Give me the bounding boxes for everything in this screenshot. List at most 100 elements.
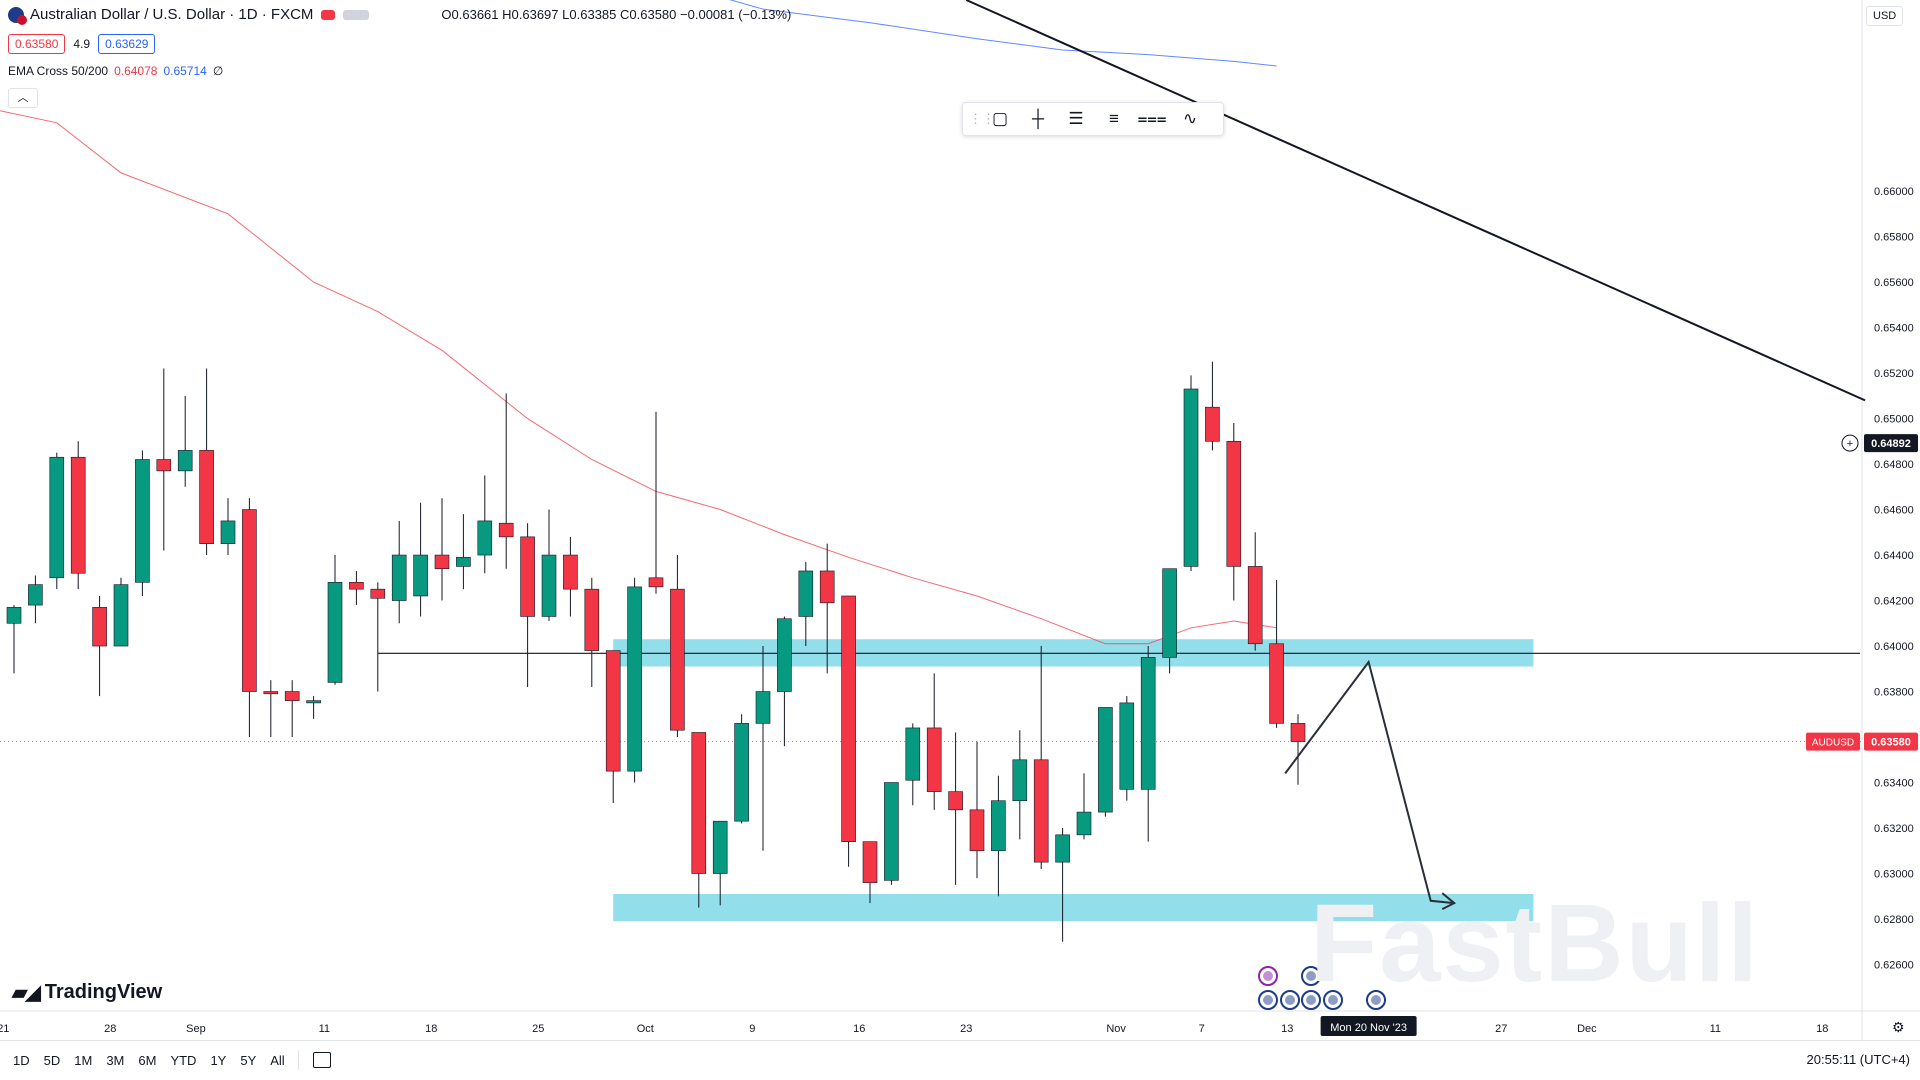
- range-1y[interactable]: 1Y: [210, 1052, 227, 1068]
- candle-body[interactable]: [563, 554, 578, 590]
- price-tick-label: 0.65200: [1874, 368, 1914, 380]
- candle-body[interactable]: [605, 650, 621, 772]
- ema-fast-line[interactable]: [0, 100, 1277, 645]
- candle-body[interactable]: [284, 691, 300, 701]
- candle-body[interactable]: [969, 809, 985, 852]
- candle-body[interactable]: [6, 607, 22, 624]
- candle-body[interactable]: [220, 520, 236, 544]
- calendar-icon[interactable]: [312, 1052, 331, 1068]
- candle-body[interactable]: [734, 723, 749, 822]
- candle-body[interactable]: [391, 554, 407, 601]
- candle-body[interactable]: [648, 577, 664, 588]
- candle-body[interactable]: [477, 520, 493, 556]
- candle-body[interactable]: [1247, 566, 1263, 645]
- range-3m[interactable]: 3M: [106, 1052, 125, 1068]
- candle-body[interactable]: [434, 554, 450, 569]
- candle-body[interactable]: [1140, 657, 1156, 790]
- range-5y[interactable]: 5Y: [240, 1052, 257, 1068]
- candle-body[interactable]: [991, 800, 1006, 852]
- candle-body[interactable]: [349, 582, 364, 590]
- drag-handle-icon[interactable]: ⋮⋮: [969, 111, 995, 126]
- indicator-tags-icon: [343, 9, 370, 20]
- time-tick-label: Dec: [1577, 1023, 1597, 1035]
- candle-body[interactable]: [584, 588, 600, 651]
- candle-body[interactable]: [113, 584, 129, 647]
- range-6m[interactable]: 6M: [138, 1052, 157, 1068]
- clock-time[interactable]: 20:55:11 (UTC+4): [1806, 1052, 1910, 1067]
- horizontal-lines-icon[interactable]: ☰: [1068, 109, 1084, 128]
- path-icon[interactable]: ∿: [1182, 109, 1198, 128]
- candle-body[interactable]: [70, 456, 86, 574]
- candle-body[interactable]: [905, 727, 921, 781]
- candle-body[interactable]: [263, 691, 279, 695]
- candle-body[interactable]: [1290, 723, 1306, 742]
- candle-body[interactable]: [135, 459, 150, 583]
- candle-body[interactable]: [370, 588, 386, 599]
- candle-body[interactable]: [413, 554, 428, 597]
- range-5d[interactable]: 5D: [43, 1052, 61, 1068]
- candle-body[interactable]: [819, 570, 835, 604]
- add-alert-icon[interactable]: [1841, 434, 1859, 452]
- fib-retracement-icon[interactable]: ≡: [1109, 109, 1119, 128]
- candle-body[interactable]: [884, 782, 899, 881]
- candle-body[interactable]: [541, 554, 557, 617]
- candle-body[interactable]: [1226, 441, 1242, 567]
- projection-path[interactable]: [1284, 659, 1455, 905]
- candle-body[interactable]: [92, 607, 107, 647]
- candle-body[interactable]: [862, 841, 878, 883]
- range-ytd[interactable]: YTD: [170, 1052, 197, 1068]
- rectangle-icon[interactable]: ▢: [991, 109, 1009, 128]
- candle-body[interactable]: [498, 522, 514, 538]
- candle-body[interactable]: [1119, 702, 1135, 790]
- candle-body[interactable]: [49, 456, 65, 579]
- candle-body[interactable]: [1183, 388, 1199, 567]
- symbol-legend: Australian Dollar / U.S. Dollar · 1D · F…: [8, 6, 791, 25]
- candle-body[interactable]: [798, 570, 814, 617]
- candle-body[interactable]: [670, 588, 685, 731]
- candle-body[interactable]: [327, 582, 343, 683]
- crosshair-icon[interactable]: ┼: [1031, 109, 1045, 128]
- parallel-channel-icon[interactable]: ⩶: [1137, 109, 1167, 128]
- currency-selector[interactable]: USD: [1866, 6, 1904, 26]
- candle-body[interactable]: [456, 557, 471, 567]
- candle-body[interactable]: [712, 820, 728, 874]
- trend-line[interactable]: [965, 0, 1866, 402]
- gear-icon[interactable]: ⚙: [1892, 1019, 1905, 1035]
- visibility-icon[interactable]: ∅: [212, 64, 224, 78]
- candle-body[interactable]: [1098, 707, 1113, 813]
- support-zone-2[interactable]: [613, 893, 1534, 922]
- range-all[interactable]: All: [270, 1052, 285, 1068]
- candle-body[interactable]: [1269, 643, 1284, 724]
- candle-body[interactable]: [627, 586, 642, 772]
- candle-body[interactable]: [755, 691, 771, 724]
- market-closed-tag-icon: [321, 9, 336, 20]
- ema-slow-line[interactable]: [699, 0, 1277, 67]
- candle-body[interactable]: [520, 536, 535, 617]
- candle-body[interactable]: [841, 595, 856, 842]
- candle-body[interactable]: [1055, 834, 1070, 863]
- range-1d[interactable]: 1D: [13, 1052, 30, 1068]
- brand-logo[interactable]: ▰◢ TradingView: [12, 980, 162, 1005]
- candle-body[interactable]: [199, 450, 214, 544]
- candle-body[interactable]: [156, 459, 172, 472]
- candle-body[interactable]: [28, 584, 43, 606]
- symbol-title[interactable]: Australian Dollar / U.S. Dollar · 1D · F…: [30, 6, 314, 23]
- candle-body[interactable]: [1162, 568, 1177, 658]
- buy-price-button[interactable]: 0.63629: [98, 34, 156, 54]
- candle-body[interactable]: [1033, 759, 1049, 863]
- ema-legend[interactable]: EMA Cross 50/200 0.64078 0.65714 ∅: [8, 64, 223, 78]
- candle-body[interactable]: [1205, 406, 1220, 442]
- candle-body[interactable]: [1076, 811, 1092, 836]
- candle-body[interactable]: [691, 732, 707, 874]
- candle-body[interactable]: [177, 450, 193, 472]
- candle-body[interactable]: [926, 727, 942, 792]
- candle-body[interactable]: [306, 700, 321, 704]
- chevron-up-icon[interactable]: ︿: [8, 88, 38, 108]
- sell-price-button[interactable]: 0.63580: [8, 34, 66, 54]
- candle-body[interactable]: [1012, 759, 1028, 802]
- candle-body[interactable]: [777, 618, 792, 692]
- candle-body[interactable]: [948, 791, 963, 811]
- range-1m[interactable]: 1M: [74, 1052, 93, 1068]
- candle-body[interactable]: [242, 509, 257, 692]
